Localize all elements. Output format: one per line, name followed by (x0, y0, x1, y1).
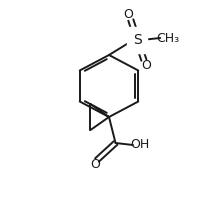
Text: CH₃: CH₃ (156, 31, 179, 45)
Text: S: S (133, 33, 142, 47)
Text: OH: OH (130, 138, 149, 152)
Text: O: O (90, 158, 100, 171)
Text: O: O (141, 59, 151, 72)
Text: O: O (124, 8, 134, 21)
